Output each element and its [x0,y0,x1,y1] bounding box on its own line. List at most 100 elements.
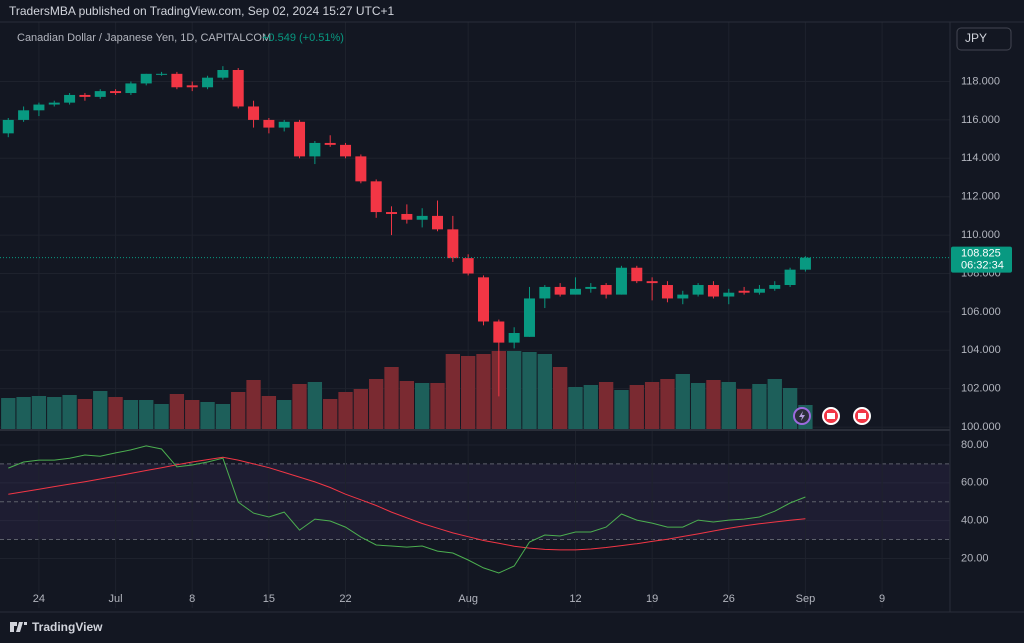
candle-body [432,215,444,230]
publisher: TradersMBA published on TradingView.com,… [9,4,395,18]
x-tick-label: Aug [458,593,478,605]
rsi-line [8,445,806,574]
candle-body [370,181,382,213]
event-icons [793,407,871,425]
y-tick-label: 102.000 [961,383,1001,395]
label-layer: 100.000102.000104.000106.000108.000110.0… [33,75,1012,605]
volume-bar [16,397,31,429]
candle-body [263,119,275,128]
flag-icon [858,413,866,419]
volume-bar [307,382,323,429]
candle-body [677,294,689,299]
volume-bar [721,382,736,429]
volume-bar [476,354,491,429]
candle-layer [0,66,950,397]
volume-bar [338,392,353,429]
candle-body [539,286,551,299]
y2-tick-label: 40.00 [961,515,989,527]
last-price-tag [951,246,1012,273]
candle-body [355,156,367,182]
candle-body [723,292,735,297]
candle-body [569,288,581,295]
y-tick-label: 118.000 [961,75,1000,87]
countdown-label: 06:32:34 [961,260,1004,272]
x-tick-label: 8 [189,593,195,605]
volume-bar [614,390,629,429]
candle-body [125,83,137,94]
volume-bar [123,400,139,429]
volume-bar [369,379,384,429]
y2-tick-label: 60.00 [961,477,989,489]
volume-bar [782,388,798,429]
lightning-icon [799,411,805,421]
candle-body [477,277,489,322]
volume-bar [644,382,660,429]
candle-body [799,257,811,270]
x-tick-label: Jul [109,593,123,605]
volume-bar [399,381,415,429]
rsi-ma-line [8,456,806,551]
volume-bar [77,399,93,429]
volume-bar [660,379,675,429]
candle-body [309,142,321,157]
candle-body [707,285,719,297]
y-tick-label: 110.000 [961,229,1000,241]
volume-bar [629,385,644,429]
candle-body [248,106,260,120]
volume-bar [445,354,460,429]
candle-body [738,290,750,293]
volume-bar [752,384,767,429]
rsi-layer [8,445,806,574]
candle-body [186,85,198,88]
volume-bar [767,379,782,429]
volume-bar [522,352,537,429]
y-tick-label: 116.000 [961,114,1000,126]
volume-bar [461,356,476,429]
volume-bar [93,391,108,429]
volume-bar [736,389,752,429]
volume-bar [246,380,261,429]
candle-body [416,215,428,220]
candle-body [33,104,45,111]
candle-body [294,121,306,157]
candle-body [769,285,781,289]
volume-bar [430,383,445,429]
currency-button[interactable] [956,27,1012,51]
volume-bar [31,396,47,429]
candle-body [462,258,474,274]
candle-body [324,142,336,145]
candle-body [600,285,612,295]
logo-mark [10,622,27,632]
candle-body [110,91,122,94]
candle-body [2,119,14,134]
candle-body [753,288,765,293]
y2-tick-label: 20.00 [961,552,989,564]
x-tick-label: Sep [796,593,816,605]
grid-layer [0,22,950,608]
candle-body [94,91,106,97]
candle-body [692,285,704,295]
volume-bar [108,397,123,429]
y-tick-label: 104.000 [961,344,1001,356]
x-tick-label: 19 [646,593,658,605]
candle-body [447,229,459,259]
volume-bar [415,383,430,429]
price-change: +0.549 (+0.51%) [262,32,344,44]
volume-layer [1,351,813,429]
volume-bar [292,384,307,429]
candle-body [661,285,673,299]
volume-bar [215,404,231,429]
volume-bar [261,396,277,429]
currency-label[interactable]: JPY [965,31,987,45]
candle-body [232,69,244,107]
volume-bar [583,385,598,429]
volume-bar [568,387,583,429]
candle-body [171,73,183,88]
x-tick-label: 9 [879,593,885,605]
candle-body [140,73,152,84]
candle-body [554,286,566,295]
y-tick-label: 106.000 [961,306,1001,318]
candle-body [156,73,168,75]
